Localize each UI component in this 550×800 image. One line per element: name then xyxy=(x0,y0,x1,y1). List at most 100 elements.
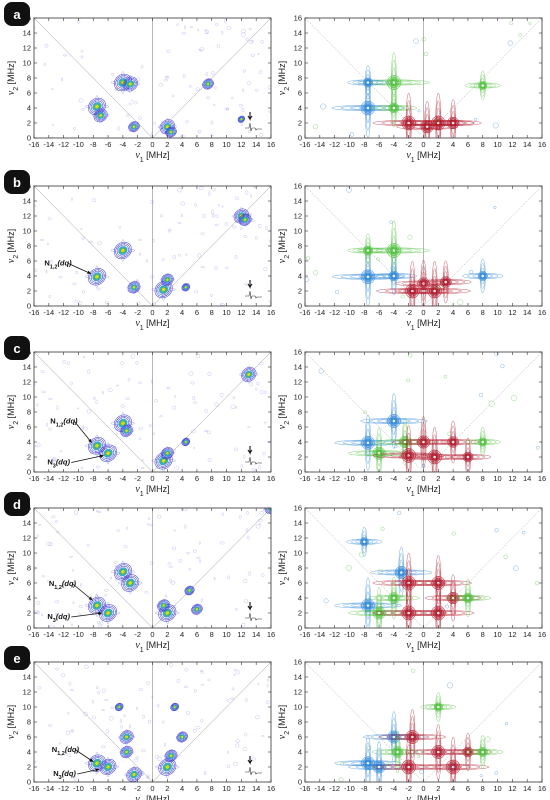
simulated-peak-green xyxy=(444,578,492,618)
simulated-peak-green xyxy=(420,692,457,722)
x-tick-label: 6 xyxy=(466,784,470,793)
y-tick-label: 12 xyxy=(23,44,31,53)
diagonal xyxy=(152,508,271,628)
experimental-peak xyxy=(181,283,191,292)
y-tick-label: 4 xyxy=(298,104,302,113)
panel-c-experimental: -16 -14 -12 -10 -8 -6 -4 -2 0 2 4 6 8 10 12 14 16 0 2 4 6 8 10… xyxy=(6,348,275,498)
y-tick-label: 8 xyxy=(27,74,31,83)
svg-text:c: c xyxy=(13,341,20,356)
y-tick-label: 12 xyxy=(23,378,31,387)
x-tick-label: -6 xyxy=(376,784,383,793)
x-tick-label: -6 xyxy=(376,474,383,483)
x-tick-label: -2 xyxy=(134,784,141,793)
x-tick-label: -12 xyxy=(58,308,69,317)
y-tick-label: 16 xyxy=(294,504,302,513)
x-tick-label: 10 xyxy=(493,308,501,317)
svg-text:b: b xyxy=(13,175,21,190)
x-tick-label: 12 xyxy=(237,784,245,793)
annotation-arrow xyxy=(72,583,93,601)
x-tick-label: 2 xyxy=(436,140,440,149)
y-tick-label: 6 xyxy=(27,423,31,432)
y-tick-label: 0 xyxy=(27,302,31,311)
arrow-icon xyxy=(247,112,253,121)
simulated-peak-green xyxy=(464,427,501,457)
panel-label-c: c xyxy=(4,336,30,360)
x-tick-label: -14 xyxy=(43,308,54,317)
x-tick-label: -2 xyxy=(405,630,412,639)
x-tick-label: 12 xyxy=(508,474,516,483)
plot-area xyxy=(34,508,271,628)
x-tick-label: -8 xyxy=(361,784,368,793)
x-tick-label: -2 xyxy=(405,140,412,149)
antidiagonal xyxy=(34,352,153,472)
x-tick-label: 8 xyxy=(210,784,214,793)
y-tick-label: 10 xyxy=(23,703,31,712)
y-tick-label: 4 xyxy=(298,438,302,447)
y-tick-label: 8 xyxy=(298,242,302,251)
x-tick-label: -10 xyxy=(73,308,84,317)
y-tick-label: 4 xyxy=(27,272,31,281)
x-tick-label: -4 xyxy=(120,784,127,793)
simulated-peak-blue xyxy=(462,258,504,294)
x-tick-label: 4 xyxy=(180,630,184,639)
simulated-peak-red xyxy=(372,92,445,138)
y-tick-label: 6 xyxy=(298,579,302,588)
experimental-peak xyxy=(151,278,176,301)
experimental-peak xyxy=(118,729,136,745)
x-tick-label: 6 xyxy=(466,308,470,317)
y-tick-label: 4 xyxy=(27,104,31,113)
y-tick-label: 0 xyxy=(27,134,31,143)
y-tick-label: 2 xyxy=(27,119,31,128)
y-tick-label: 10 xyxy=(294,393,302,402)
x-tick-label: 0 xyxy=(421,474,425,483)
x-tick-label: -10 xyxy=(73,630,84,639)
x-tick-label: 8 xyxy=(481,308,485,317)
x-tick-label: -2 xyxy=(405,308,412,317)
x-tick-label: 2 xyxy=(165,308,169,317)
x-tick-label: 0 xyxy=(150,630,154,639)
diagonal xyxy=(152,18,271,138)
x-tick-label: 16 xyxy=(267,308,275,317)
x-tick-label: 12 xyxy=(508,308,516,317)
y-tick-label: 12 xyxy=(23,212,31,221)
y-tick-label: 6 xyxy=(298,257,302,266)
x-tick-label: -2 xyxy=(134,474,141,483)
x-tick-label: 8 xyxy=(481,474,485,483)
arrowhead xyxy=(99,454,104,458)
y-tick-label: 14 xyxy=(294,519,302,528)
x-tick-label: -14 xyxy=(43,474,54,483)
x-tick-label: -16 xyxy=(29,784,40,793)
simulated-peak-red xyxy=(444,437,492,472)
x-tick-label: 14 xyxy=(523,630,531,639)
x-tick-label: 10 xyxy=(493,140,501,149)
y-axis-label: ν2 [MHz] xyxy=(6,229,20,263)
x-tick-label: -8 xyxy=(361,308,368,317)
x-tick-label: 10 xyxy=(222,784,230,793)
panel-d-simulated: -16 -14 -12 -10 -8 -6 -4 -2 0 2 4 6 8 10 12 14 16 0 2 4 6 8 10… xyxy=(277,504,546,654)
antidiagonal xyxy=(305,186,424,306)
x-tick-label: -12 xyxy=(329,140,340,149)
y-tick-label: 12 xyxy=(23,688,31,697)
x-tick-label: -12 xyxy=(58,140,69,149)
simulated-peak-green xyxy=(370,88,418,128)
x-tick-label: 16 xyxy=(267,140,275,149)
spectrum-inset xyxy=(245,766,262,776)
x-tick-label: -12 xyxy=(329,308,340,317)
simulated-peak-green xyxy=(357,220,431,281)
x-tick-label: -2 xyxy=(134,308,141,317)
x-tick-label: 4 xyxy=(180,784,184,793)
x-tick-label: 16 xyxy=(538,140,546,149)
simulated-peak-red xyxy=(424,99,482,138)
y-tick-label: 0 xyxy=(298,778,302,787)
simulated-peak-green xyxy=(371,730,424,774)
x-tick-label: -8 xyxy=(90,140,97,149)
arrowhead xyxy=(87,270,92,274)
simulated-peak-green xyxy=(462,734,504,770)
y-tick-label: 2 xyxy=(298,119,302,128)
x-tick-label: 8 xyxy=(210,140,214,149)
y-tick-label: 10 xyxy=(294,549,302,558)
experimental-peak xyxy=(110,239,136,262)
x-tick-label: 2 xyxy=(436,630,440,639)
simulated-peak-green xyxy=(464,70,501,101)
x-tick-label: 12 xyxy=(508,140,516,149)
